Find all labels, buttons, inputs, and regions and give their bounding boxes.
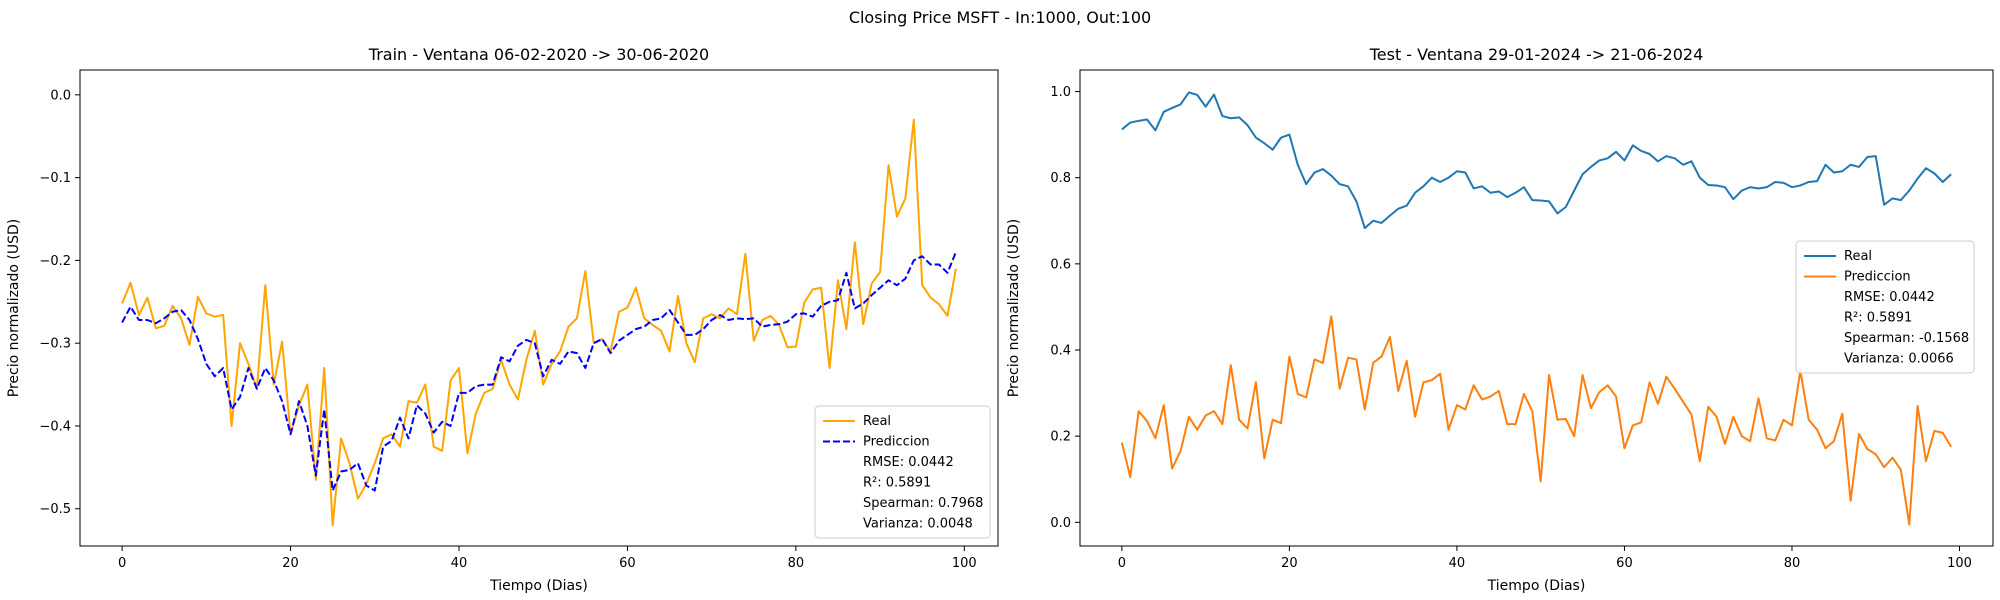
x-tick-label: 100 xyxy=(952,556,977,571)
chart-title: Test - Ventana 29-01-2024 -> 21-06-2024 xyxy=(1369,45,1704,64)
x-tick-label: 20 xyxy=(282,556,299,571)
y-tick-label: 0.0 xyxy=(50,88,71,103)
legend: Real Prediccion RMSE: 0.0442 R²: 0.5891 Spea… xyxy=(814,405,991,539)
y-tick-label: −0.3 xyxy=(39,337,71,352)
legend-entry-prediccion: Prediccion xyxy=(863,435,930,450)
x-tick-label: 80 xyxy=(788,556,805,571)
y-tick-label: 0.2 xyxy=(1050,430,1071,445)
x-axis-label: Tiempo (Dias) xyxy=(489,578,588,594)
legend-stat: R²: 0.5891 xyxy=(863,476,931,491)
x-tick-label: 40 xyxy=(451,556,468,571)
series-line-real xyxy=(1121,91,1952,230)
x-tick-label: 80 xyxy=(1784,556,1801,571)
x-tick-label: 100 xyxy=(1947,556,1972,571)
legend-entry-real: Real xyxy=(1844,249,1872,264)
y-tick-label: −0.4 xyxy=(39,419,71,434)
y-tick-label: −0.2 xyxy=(39,254,71,269)
x-tick-label: 20 xyxy=(1281,556,1298,571)
legend-stat: RMSE: 0.0442 xyxy=(863,455,954,470)
y-tick-label: 0.4 xyxy=(1050,344,1071,359)
legend-entry-real: Real xyxy=(863,414,891,429)
legend-stat: Varianza: 0.0048 xyxy=(863,517,973,532)
legend-box xyxy=(814,405,991,539)
x-axis-label: Tiempo (Dias) xyxy=(1487,578,1586,594)
series-line-prediccion xyxy=(1120,315,1952,526)
legend-stat: Spearman: 0.7968 xyxy=(863,496,983,511)
legend-stat: R²: 0.5891 xyxy=(1844,311,1912,326)
x-tick-label: 0 xyxy=(1118,556,1126,571)
chart-panel-test: Test - Ventana 29-01-2024 -> 21-06-2024 0… xyxy=(1006,45,1994,594)
x-tick-label: 0 xyxy=(118,556,126,571)
y-axis-label: Precio normalizado (USD) xyxy=(1006,219,1022,397)
y-tick-label: 0.0 xyxy=(1050,516,1071,531)
y-tick-label: 0.8 xyxy=(1050,171,1071,186)
figure-suptitle: Closing Price MSFT - In:1000, Out:100 xyxy=(848,8,1152,27)
x-tick-label: 40 xyxy=(1449,556,1466,571)
chart-title: Train - Ventana 06-02-2020 -> 30-06-2020 xyxy=(368,45,709,64)
y-tick-label: −0.1 xyxy=(39,171,71,186)
y-tick-label: 0.6 xyxy=(1050,257,1071,272)
legend-box xyxy=(1795,240,1975,374)
series-line-prediccion xyxy=(121,251,957,492)
chart-panel-train: Train - Ventana 06-02-2020 -> 30-06-2020… xyxy=(6,45,999,594)
x-tick-label: 60 xyxy=(619,556,636,571)
y-tick-label: 1.0 xyxy=(1050,85,1071,100)
legend-entry-prediccion: Prediccion xyxy=(1844,270,1911,285)
x-tick-label: 60 xyxy=(1616,556,1633,571)
legend-stat: RMSE: 0.0442 xyxy=(1844,290,1935,305)
y-tick-label: −0.5 xyxy=(39,502,71,517)
axes-frame xyxy=(79,69,999,547)
legend-stat: Spearman: -0.1568 xyxy=(1844,331,1969,346)
legend: Real Prediccion RMSE: 0.0442 R²: 0.5891 Spea… xyxy=(1795,240,1975,374)
y-axis-label: Precio normalizado (USD) xyxy=(6,219,22,397)
axes-frame xyxy=(1079,69,1994,547)
legend-stat: Varianza: 0.0066 xyxy=(1844,352,1954,367)
